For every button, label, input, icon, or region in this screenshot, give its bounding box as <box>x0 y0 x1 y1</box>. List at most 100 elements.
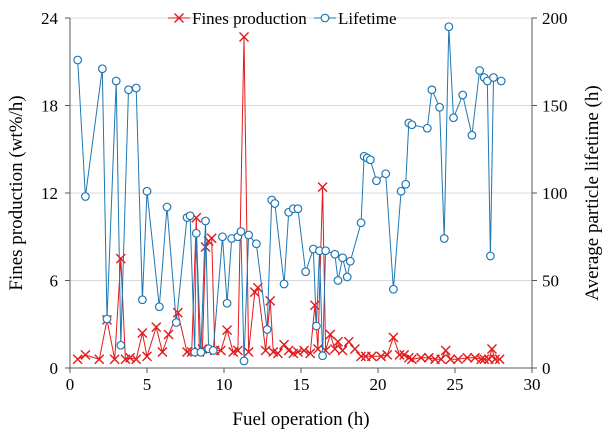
legend-o-marker-1 <box>320 13 330 23</box>
point-s1-28 <box>251 239 261 249</box>
point-s0-27 <box>232 345 243 356</box>
point-s1-51 <box>372 176 381 186</box>
x-axis-label: Fuel operation (h) <box>232 409 369 430</box>
point-s0-74 <box>486 344 497 355</box>
point-s0-56 <box>382 349 393 360</box>
series-layer <box>72 22 506 366</box>
point-s1-65 <box>467 130 477 140</box>
point-s0-59 <box>399 349 410 360</box>
point-s0-10 <box>142 351 152 362</box>
point-s1-35 <box>293 204 303 214</box>
point-s0-2 <box>94 354 105 365</box>
point-s0-66 <box>440 345 451 356</box>
legend: Fines production Lifetime <box>168 9 397 28</box>
point-s0-13 <box>163 329 174 340</box>
point-s1-44 <box>338 253 347 263</box>
series-line-0 <box>77 36 500 360</box>
point-s1-14 <box>185 211 195 221</box>
point-s1-64 <box>458 90 468 100</box>
point-s0-31 <box>252 282 263 293</box>
point-s1-50 <box>365 155 375 165</box>
point-s1-53 <box>389 284 398 294</box>
point-s1-29 <box>262 325 272 334</box>
point-s0-49 <box>337 345 348 356</box>
point-s1-70 <box>489 73 498 82</box>
point-s0-32 <box>260 345 271 356</box>
point-s0-71 <box>476 354 487 365</box>
axes <box>65 17 537 373</box>
point-s1-62 <box>444 22 454 32</box>
point-s0-50 <box>343 336 354 347</box>
point-s1-10 <box>154 302 164 312</box>
y-axis-right-label: Average particle lifetime (h) <box>582 85 603 300</box>
point-s0-15 <box>182 346 193 357</box>
legend-marker-fines <box>174 13 184 23</box>
point-s0-35 <box>272 348 283 359</box>
point-s1-9 <box>142 186 152 196</box>
y-left-tick-label-0: 0 <box>50 359 59 378</box>
legend-label-fines: Fines production <box>192 9 307 28</box>
point-s1-41 <box>321 246 331 256</box>
point-s1-0 <box>73 55 83 65</box>
point-s1-52 <box>381 169 391 179</box>
point-s0-4 <box>109 354 120 365</box>
y-left-tick-label-3: 18 <box>41 97 58 116</box>
point-s0-67 <box>445 354 456 365</box>
y-right-tick-label-1: 50 <box>542 272 559 291</box>
point-s1-22 <box>222 298 232 308</box>
point-s1-31 <box>270 199 280 208</box>
point-s0-51 <box>349 344 360 355</box>
point-s1-6 <box>124 85 133 95</box>
point-s1-61 <box>439 234 449 243</box>
point-s0-30 <box>249 287 260 298</box>
point-s1-69 <box>486 251 495 261</box>
point-s0-22 <box>206 233 217 244</box>
x-tick-label-1: 5 <box>143 375 152 394</box>
point-s0-1 <box>80 349 91 360</box>
point-s1-1 <box>80 192 90 201</box>
point-s0-52 <box>356 351 367 362</box>
y-right-tick-label-4: 200 <box>542 9 568 28</box>
point-s1-42 <box>330 249 340 259</box>
point-s0-0 <box>72 354 83 365</box>
point-s1-21 <box>218 232 227 242</box>
point-s0-57 <box>388 332 399 343</box>
point-s0-60 <box>403 352 414 363</box>
series-1 <box>73 22 506 366</box>
point-s0-40 <box>299 345 310 356</box>
point-s0-72 <box>479 354 490 365</box>
point-s0-63 <box>423 352 434 363</box>
y-right-tick-label-2: 100 <box>542 184 568 203</box>
point-s0-44 <box>317 182 328 193</box>
point-s1-59 <box>427 85 437 95</box>
x-tick-label-5: 25 <box>447 375 464 394</box>
point-s0-37 <box>283 345 294 356</box>
point-s0-36 <box>279 339 290 350</box>
point-s1-17 <box>196 347 206 357</box>
point-s1-40 <box>318 351 327 361</box>
point-s0-69 <box>462 352 473 363</box>
point-s0-65 <box>436 354 447 365</box>
point-s1-38 <box>312 321 321 331</box>
point-s0-61 <box>406 354 417 365</box>
x-tick-label-6: 30 <box>524 375 541 394</box>
point-s1-47 <box>356 218 366 228</box>
point-s0-62 <box>416 352 427 363</box>
point-s1-55 <box>401 179 411 189</box>
point-s1-58 <box>422 123 432 133</box>
y-axis-left-label: Fines production (wt%/h) <box>6 95 27 290</box>
point-s0-28 <box>239 31 250 42</box>
point-s1-66 <box>475 66 485 75</box>
point-s1-54 <box>396 186 406 196</box>
point-s0-25 <box>222 325 233 336</box>
point-s1-71 <box>496 76 506 86</box>
point-s1-25 <box>236 227 246 236</box>
gridlines <box>70 17 532 281</box>
point-s0-24 <box>215 345 226 356</box>
point-s0-33 <box>265 295 276 306</box>
legend-x-marker-0 <box>174 13 184 23</box>
point-s1-4 <box>111 76 121 86</box>
y-left-tick-label-4: 24 <box>41 9 59 28</box>
